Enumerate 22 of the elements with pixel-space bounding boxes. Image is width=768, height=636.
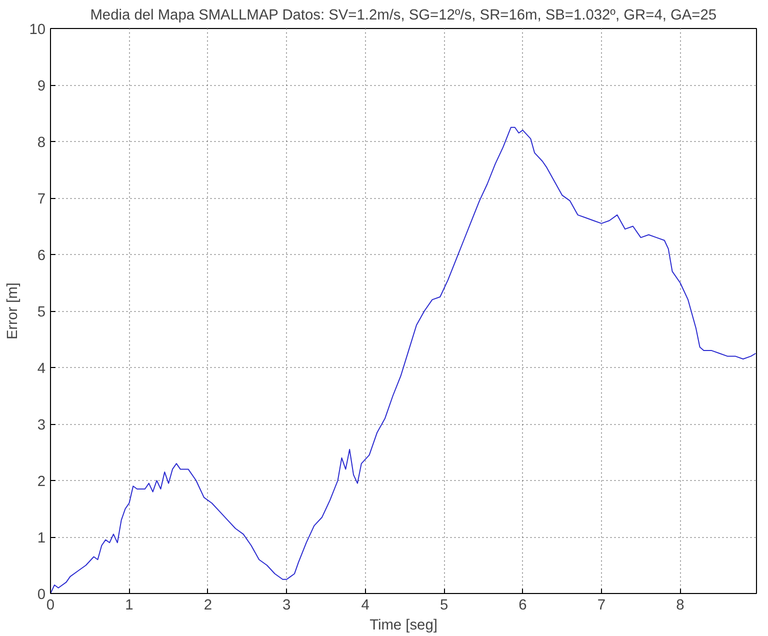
x-tick-label: 8 (676, 598, 684, 614)
y-tick-label: 5 (37, 304, 46, 320)
y-tick-label: 2 (37, 474, 46, 490)
y-tick-label: 3 (37, 418, 46, 434)
y-tick-label: 10 (29, 22, 46, 38)
x-tick-label: 6 (518, 598, 527, 614)
y-tick-label: 0 (37, 587, 46, 603)
chart-title: Media del Mapa SMALLMAP Datos: SV=1.2m/s, SG=12º/s, SR=16m, SB=1.032º, GR=4, GA=25 (90, 8, 717, 24)
y-tick-label: 8 (37, 135, 46, 151)
x-tick-label: 3 (282, 598, 291, 614)
x-tick-label: 7 (597, 598, 606, 614)
y-tick-label: 9 (37, 78, 46, 94)
x-axis-title: Time [seg] (370, 618, 438, 634)
y-tick-label: 7 (37, 192, 46, 208)
y-tick-label: 4 (37, 361, 46, 377)
y-tick-label: 1 (37, 530, 46, 546)
x-tick-label: 5 (440, 598, 448, 614)
x-tick-label: 2 (204, 598, 212, 614)
x-tick-label: 4 (361, 598, 370, 614)
y-tick-label: 6 (37, 248, 46, 264)
x-tick-label: 1 (125, 598, 134, 614)
y-axis-title: Error [m] (5, 282, 22, 340)
